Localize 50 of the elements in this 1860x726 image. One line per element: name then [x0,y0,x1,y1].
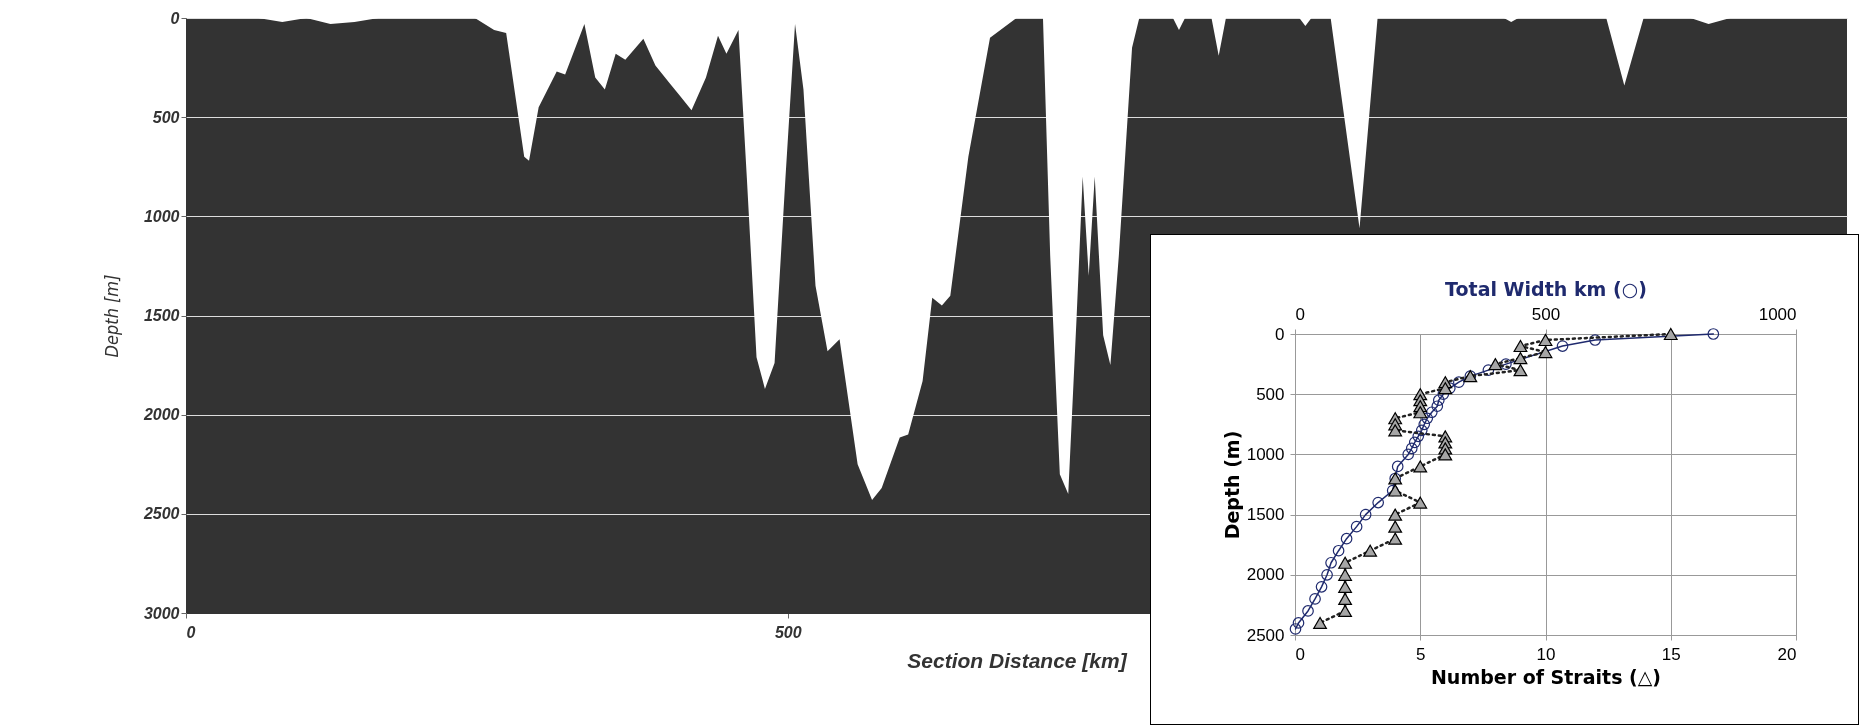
y-tick-label: 500 [152,108,180,126]
x-tick-label: 20 [1777,644,1797,664]
y-axis-title: Depth [m] [100,274,122,358]
y-tick-label: 1000 [143,207,180,225]
point [1388,424,1403,437]
y-tick-label: 0 [170,9,180,27]
y-tick-label: 2000 [1246,565,1285,585]
y-axis-title: Depth (m) [1220,430,1243,540]
x-axis-title: Section Distance [km] [907,648,1128,672]
y-tick-label: 0 [1275,324,1285,344]
point [1538,345,1553,359]
point [1663,327,1678,341]
point [1513,339,1528,353]
x-tick-label: 5 [1416,644,1426,664]
point [1313,616,1327,630]
x2-tick-label: 0 [1295,304,1305,324]
point [1513,352,1528,365]
y-tick-label: 500 [1256,384,1285,404]
y-tick-label: 2000 [142,406,180,424]
point [1438,382,1453,395]
x2-axis-title: Total Width km (○) [1445,277,1647,300]
point [1388,508,1403,521]
point [1488,358,1503,371]
x-tick-label: 15 [1661,644,1681,664]
x-tick-label: 0 [1295,644,1305,664]
point [1413,460,1428,473]
point [1388,484,1403,497]
x2-tick-label: 1000 [1758,304,1797,324]
x-axis-title: Number of Straits (△) [1430,665,1662,688]
y-tick-label: 1500 [1246,505,1285,525]
point [1438,448,1453,461]
point [1338,556,1353,569]
point [1413,406,1428,419]
y-tick-label: 1000 [1246,444,1285,464]
y-tick-label: 2500 [1246,625,1285,645]
x2-tick-label: 500 [1531,304,1561,324]
y-tick-label: 3000 [143,604,180,622]
point [1513,364,1528,377]
point [1538,333,1553,347]
point [1363,544,1378,557]
x-tick-label: 10 [1536,644,1556,664]
point [1388,532,1403,545]
point [1338,568,1353,581]
point [1413,496,1428,509]
y-tick-label: 2500 [142,505,180,523]
point [1388,520,1403,533]
point [1338,580,1353,593]
point [1338,604,1353,617]
point [1338,592,1353,605]
y-tick-label: 1500 [143,307,180,324]
